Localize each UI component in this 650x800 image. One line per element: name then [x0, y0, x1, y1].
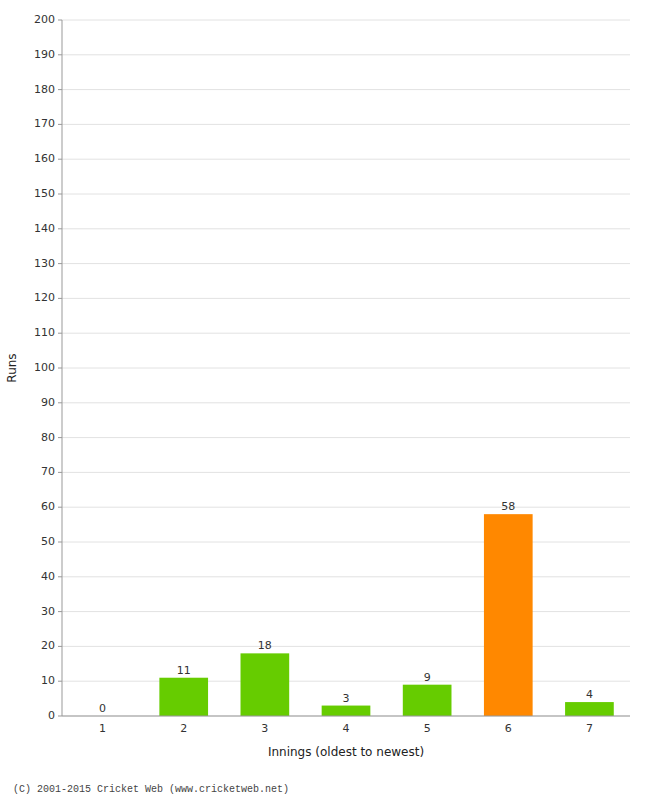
y-tick: [58, 89, 62, 90]
grid-line: [62, 20, 630, 21]
y-tick: [58, 20, 62, 21]
y-tick: [58, 646, 62, 647]
grid-line: [62, 716, 630, 717]
grid-line: [62, 124, 630, 125]
grid-line: [62, 333, 630, 334]
grid-line: [62, 681, 630, 682]
x-axis: 1 2 3 4 5 6 7: [62, 716, 630, 735]
y-tick: [58, 228, 62, 229]
y-tick-label: 180: [34, 83, 55, 96]
y-axis-line: [62, 20, 63, 716]
y-tick-label: 60: [41, 500, 55, 513]
grid-line: [62, 194, 630, 195]
data-label: 58: [501, 500, 515, 513]
data-label: 18: [258, 639, 272, 652]
y-tick-label: 120: [34, 291, 55, 304]
x-axis-line: [62, 716, 630, 717]
grid-line: [62, 368, 630, 369]
bar: [241, 653, 290, 716]
bar: [403, 685, 452, 716]
y-tick-label: 190: [34, 48, 55, 61]
data-label: 0: [99, 702, 106, 715]
grid: [62, 20, 630, 716]
bar: [322, 706, 371, 716]
y-tick: [58, 263, 62, 264]
y-tick-label: 10: [41, 674, 55, 687]
y-tick-label: 70: [41, 465, 55, 478]
grid-line: [62, 54, 630, 55]
y-tick-label: 110: [34, 326, 55, 339]
grid-line: [62, 298, 630, 299]
grid-line: [62, 228, 630, 229]
y-tick-label: 200: [34, 13, 55, 26]
x-tick-label: 1: [99, 722, 106, 735]
y-tick-label: 160: [34, 152, 55, 165]
y-tick-label: 90: [41, 396, 55, 409]
grid-line: [62, 402, 630, 403]
data-label: 9: [424, 671, 431, 684]
y-tick-label: 30: [41, 605, 55, 618]
y-tick-label: 80: [41, 431, 55, 444]
y-tick: [58, 298, 62, 299]
y-tick: [58, 333, 62, 334]
y-tick-label: 40: [41, 570, 55, 583]
y-tick-label: 140: [34, 222, 55, 235]
y-tick: [58, 507, 62, 508]
y-tick-label: 170: [34, 117, 55, 130]
x-tick-label: 5: [424, 722, 431, 735]
grid-line: [62, 507, 630, 508]
bar: [484, 514, 533, 716]
grid-line: [62, 611, 630, 612]
x-tick-label: 6: [505, 722, 512, 735]
footer-text: (C) 2001-2015 Cricket Web (www.cricketwe…: [13, 784, 289, 795]
y-tick: [58, 368, 62, 369]
x-tick-label: 4: [343, 722, 350, 735]
y-tick: [58, 54, 62, 55]
y-tick: [58, 437, 62, 438]
y-tick: [58, 611, 62, 612]
grid-line: [62, 646, 630, 647]
chart: 0102030405060708090100110120130140150160…: [0, 0, 650, 800]
y-tick-label: 100: [34, 361, 55, 374]
data-label: 3: [343, 692, 350, 705]
y-tick-label: 0: [48, 709, 55, 722]
y-tick: [58, 542, 62, 543]
y-tick: [58, 576, 62, 577]
y-tick-label: 50: [41, 535, 55, 548]
grid-line: [62, 159, 630, 160]
grid-line: [62, 263, 630, 264]
x-tick-label: 7: [586, 722, 593, 735]
chart-container: 0102030405060708090100110120130140150160…: [0, 0, 650, 800]
grid-line: [62, 542, 630, 543]
y-tick-label: 20: [41, 639, 55, 652]
y-tick: [58, 716, 62, 717]
bar: [565, 702, 614, 716]
y-tick: [58, 681, 62, 682]
y-axis-title: Runs: [5, 353, 19, 382]
grid-line: [62, 576, 630, 577]
data-label: 4: [586, 688, 593, 701]
y-tick-label: 130: [34, 257, 55, 270]
x-axis-title: Innings (oldest to newest): [268, 745, 424, 759]
grid-line: [62, 437, 630, 438]
grid-line: [62, 89, 630, 90]
data-labels: 0 11 18 3 9 58 4: [99, 500, 593, 715]
y-axis: 0 10 20 30 40 50 60 70 80 90 100 110 120 130 140 150 160…: [34, 13, 62, 722]
bar: [159, 678, 208, 716]
y-tick: [58, 159, 62, 160]
y-tick: [58, 194, 62, 195]
grid-line: [62, 472, 630, 473]
y-tick: [58, 402, 62, 403]
y-tick: [58, 472, 62, 473]
y-tick: [58, 124, 62, 125]
data-label: 11: [177, 664, 191, 677]
y-tick-label: 150: [34, 187, 55, 200]
bars: [159, 514, 613, 716]
x-tick-label: 2: [180, 722, 187, 735]
x-tick-label: 3: [261, 722, 268, 735]
